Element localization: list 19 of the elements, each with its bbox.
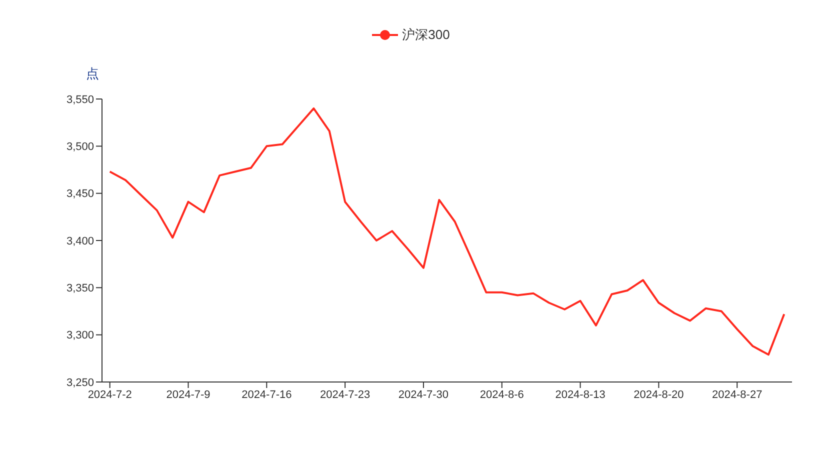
x-tick-label: 2024-7-16 — [242, 388, 292, 401]
y-tick-label: 3,450 — [66, 188, 94, 200]
y-axis-title: 点 — [86, 66, 99, 83]
x-tick-label: 2024-7-30 — [398, 388, 449, 401]
y-tick-label: 3,300 — [66, 330, 94, 342]
x-tick-label: 2024-8-20 — [634, 388, 684, 401]
y-tick-label: 3,550 — [66, 94, 94, 106]
x-tick-label: 2024-7-9 — [166, 388, 210, 401]
x-tick-label: 2024-8-27 — [712, 388, 762, 401]
x-tick-label: 2024-8-13 — [555, 388, 606, 401]
y-tick-label: 3,350 — [66, 282, 94, 295]
y-tick-label: 3,400 — [66, 235, 94, 248]
x-tick-label: 2024-7-23 — [320, 388, 370, 401]
x-tick-label: 2024-8-6 — [480, 388, 524, 401]
line-series — [108, 107, 786, 356]
y-tick-label: 3,250 — [66, 376, 94, 389]
x-tick-label: 2024-7-2 — [88, 388, 132, 401]
y-tick-label: 3,500 — [66, 141, 94, 154]
legend-label: 沪深300 — [402, 26, 450, 44]
